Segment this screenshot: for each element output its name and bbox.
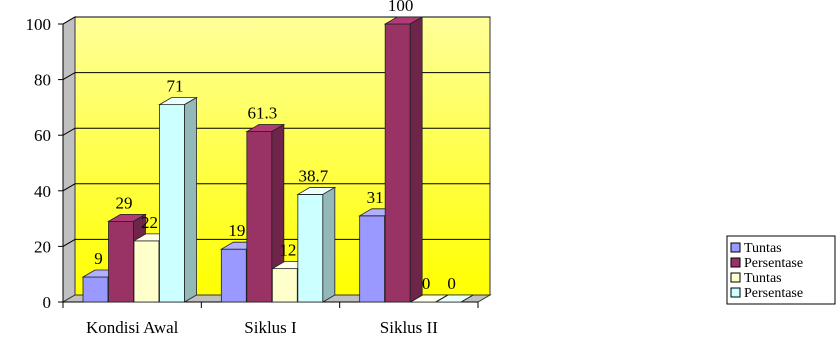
bar (383, 16, 424, 303)
legend-swatch (730, 257, 741, 268)
legend-label: Persentase (744, 256, 803, 271)
bars (81, 16, 475, 303)
bar-side (460, 294, 474, 303)
y-tick-label: 40 (34, 182, 51, 201)
bar-front (359, 215, 386, 303)
legend-box (726, 235, 836, 305)
y-tick-label: 100 (26, 15, 52, 34)
gridlines (62, 16, 490, 247)
data-label: 0 (422, 274, 431, 293)
bar (245, 123, 286, 303)
x-category-label: Siklus I (244, 318, 297, 337)
bar-front (82, 276, 109, 303)
data-label: 61.3 (247, 104, 277, 123)
bar-front (133, 240, 160, 303)
data-label: 19 (228, 221, 245, 240)
data-labels: 9 29 22 71 19 61.3 12 38.7 31 100 0 0 (94, 0, 456, 293)
y-tick-label: 60 (34, 126, 51, 145)
legend-label: Tuntas (744, 241, 782, 256)
data-label: 22 (141, 213, 158, 232)
bar-front (108, 220, 134, 303)
bar-side (409, 16, 423, 303)
data-label: 71 (167, 77, 184, 96)
data-label: 9 (94, 249, 103, 268)
data-label: 12 (279, 241, 296, 260)
bar-front (297, 194, 324, 303)
legend-label: Tuntas (744, 271, 782, 286)
gridline (62, 127, 490, 136)
legend-swatch (730, 287, 741, 298)
bar-side (184, 96, 197, 303)
y-tick-label: 20 (34, 237, 51, 256)
x-category-label: Kondisi Awal (86, 318, 179, 337)
gridline (62, 72, 490, 81)
data-label: 29 (116, 193, 133, 212)
data-label: 31 (367, 188, 384, 207)
bar-front (271, 268, 298, 303)
bar (296, 186, 337, 303)
bar-front (384, 23, 411, 303)
legend-swatch (730, 242, 741, 253)
bar (434, 294, 475, 303)
bar (158, 96, 198, 303)
side-wall (62, 16, 76, 303)
gridline (62, 16, 490, 25)
data-label: 38.7 (298, 166, 328, 185)
bar-side (322, 186, 336, 303)
gridline (62, 183, 490, 192)
y-tick-label: 80 (34, 71, 51, 90)
bar-front (159, 104, 185, 303)
legend-label: Persentase (744, 286, 803, 301)
data-label: 100 (388, 0, 414, 15)
gridline (62, 238, 490, 247)
data-label: 0 (447, 274, 456, 293)
bar-front (220, 248, 247, 303)
x-category-label: Siklus II (380, 318, 438, 337)
y-tick-label: 0 (43, 293, 52, 312)
bar-front (246, 131, 273, 303)
legend-swatch (730, 272, 741, 283)
